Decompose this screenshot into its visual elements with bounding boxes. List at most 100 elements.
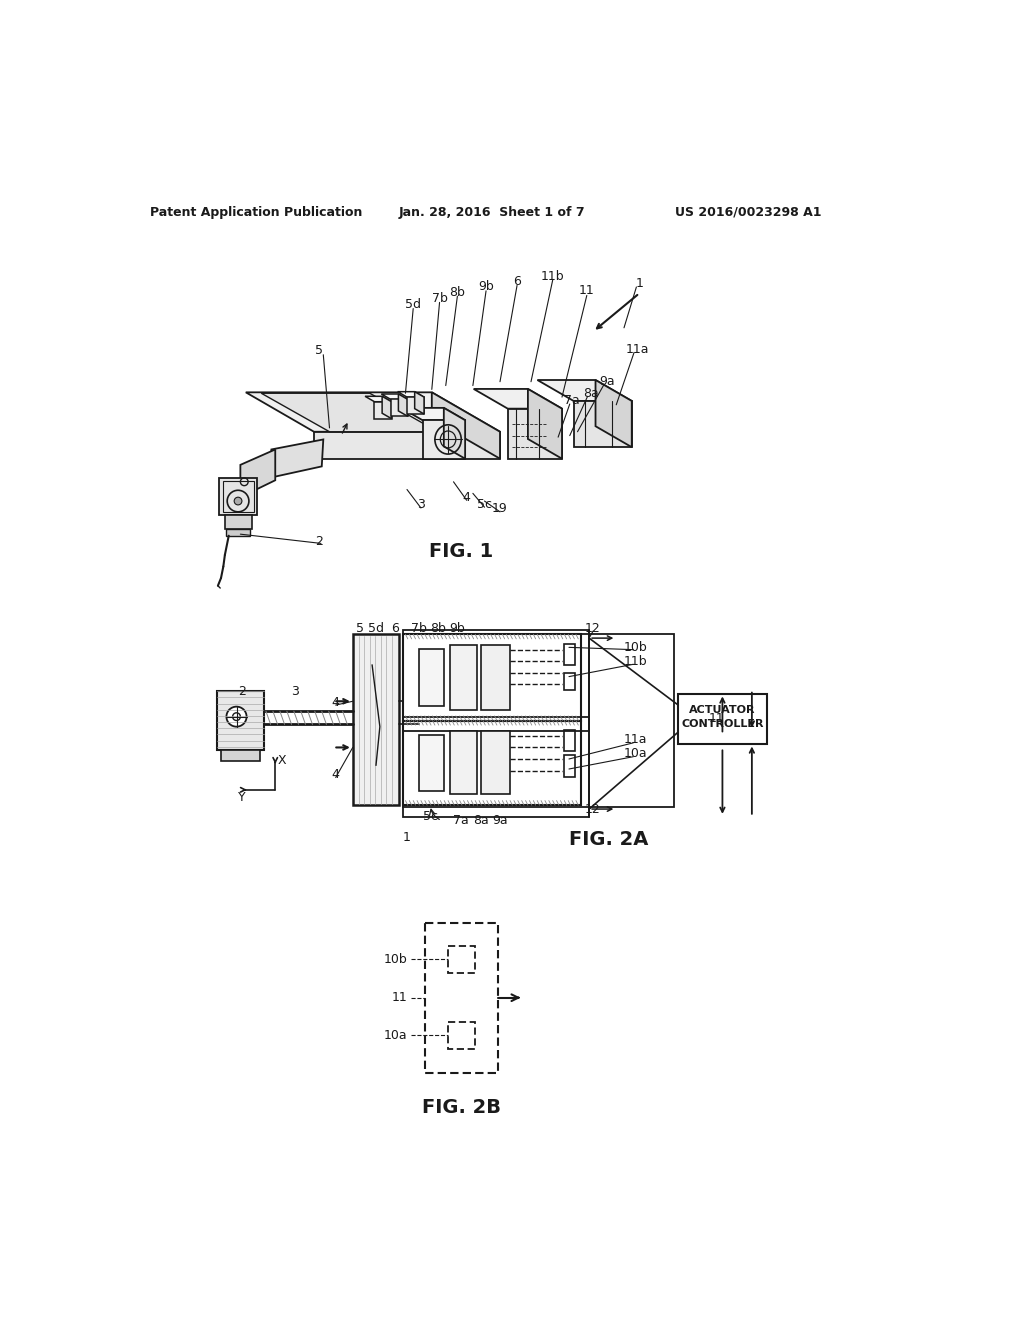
- Polygon shape: [375, 401, 391, 418]
- Text: 2: 2: [314, 535, 323, 548]
- Text: 1: 1: [636, 277, 643, 290]
- Text: 4: 4: [332, 696, 340, 709]
- Text: 4: 4: [463, 491, 471, 504]
- Text: 8a: 8a: [583, 387, 599, 400]
- Bar: [678, 693, 767, 743]
- Text: Y: Y: [239, 791, 246, 804]
- Text: 7b: 7b: [411, 622, 427, 635]
- Text: 8a: 8a: [473, 814, 488, 828]
- Text: 8b: 8b: [450, 286, 465, 298]
- Text: 5d: 5d: [368, 622, 384, 635]
- Bar: [403, 635, 675, 807]
- Bar: [449, 1022, 475, 1049]
- Text: 5: 5: [314, 345, 323, 358]
- Text: 6: 6: [391, 622, 399, 635]
- Text: 2: 2: [238, 685, 246, 698]
- Text: 10b: 10b: [384, 953, 408, 966]
- Text: 7a: 7a: [564, 395, 580, 408]
- Text: ACTUATOR: ACTUATOR: [689, 705, 756, 715]
- Bar: [226, 529, 251, 536]
- Text: 10a: 10a: [624, 747, 647, 760]
- Text: 11: 11: [579, 284, 595, 297]
- Polygon shape: [397, 392, 424, 397]
- Text: 7b: 7b: [431, 292, 447, 305]
- Text: 10b: 10b: [624, 640, 647, 653]
- Bar: [480, 731, 510, 795]
- Polygon shape: [398, 393, 408, 416]
- Polygon shape: [407, 397, 424, 414]
- Circle shape: [226, 706, 247, 726]
- Polygon shape: [415, 392, 424, 414]
- Bar: [450, 731, 477, 795]
- Bar: [420, 735, 444, 791]
- Text: 10a: 10a: [384, 1028, 408, 1041]
- Polygon shape: [391, 400, 408, 416]
- Bar: [403, 635, 582, 721]
- Bar: [420, 649, 444, 706]
- Polygon shape: [269, 440, 324, 478]
- Bar: [425, 923, 499, 1073]
- Polygon shape: [381, 393, 408, 400]
- Text: 5d: 5d: [406, 298, 421, 312]
- Text: 9b: 9b: [450, 622, 465, 635]
- Bar: [221, 750, 260, 760]
- Bar: [217, 692, 263, 750]
- Text: 11: 11: [710, 713, 725, 726]
- Text: 12: 12: [585, 803, 601, 816]
- Polygon shape: [432, 392, 500, 459]
- Text: 7a: 7a: [454, 814, 469, 828]
- Text: 9a: 9a: [599, 375, 614, 388]
- Polygon shape: [443, 408, 465, 459]
- Bar: [222, 480, 254, 512]
- Text: 5c: 5c: [423, 810, 437, 824]
- Text: 11b: 11b: [624, 655, 647, 668]
- Text: US 2016/0023298 A1: US 2016/0023298 A1: [675, 206, 821, 219]
- Bar: [563, 755, 575, 776]
- Polygon shape: [314, 432, 500, 459]
- Text: 11a: 11a: [624, 733, 647, 746]
- Text: 12: 12: [585, 622, 601, 635]
- Polygon shape: [573, 401, 632, 447]
- Text: 4: 4: [332, 768, 340, 781]
- Text: 19: 19: [493, 502, 508, 515]
- Text: 3: 3: [417, 499, 425, 511]
- Bar: [480, 645, 510, 710]
- Polygon shape: [596, 380, 632, 447]
- Text: 8b: 8b: [430, 622, 445, 635]
- Bar: [563, 730, 575, 751]
- Text: 6: 6: [513, 275, 521, 288]
- Bar: [225, 515, 252, 529]
- Bar: [219, 478, 257, 515]
- Text: 5c: 5c: [477, 498, 492, 511]
- Polygon shape: [246, 392, 500, 432]
- Text: 1: 1: [403, 832, 411, 843]
- Bar: [449, 946, 475, 973]
- Polygon shape: [474, 389, 562, 409]
- Polygon shape: [261, 393, 438, 432]
- Text: 9a: 9a: [493, 814, 508, 828]
- Polygon shape: [382, 396, 391, 418]
- Bar: [563, 673, 575, 689]
- Text: Jan. 28, 2016  Sheet 1 of 7: Jan. 28, 2016 Sheet 1 of 7: [399, 206, 586, 219]
- Polygon shape: [538, 380, 632, 401]
- Polygon shape: [508, 409, 562, 459]
- Text: 5: 5: [355, 622, 364, 635]
- Text: FIG. 2A: FIG. 2A: [568, 830, 648, 849]
- Polygon shape: [401, 408, 465, 420]
- Text: 11: 11: [392, 991, 408, 1005]
- Polygon shape: [366, 396, 391, 401]
- Bar: [352, 635, 399, 805]
- Polygon shape: [423, 420, 465, 459]
- Text: X: X: [278, 754, 286, 767]
- Text: 9b: 9b: [478, 280, 494, 293]
- Text: Patent Application Publication: Patent Application Publication: [150, 206, 362, 219]
- Text: 11a: 11a: [626, 343, 649, 356]
- Bar: [403, 721, 582, 805]
- Bar: [403, 717, 589, 817]
- Polygon shape: [528, 389, 562, 459]
- Text: 3: 3: [291, 685, 299, 698]
- Text: FIG. 2B: FIG. 2B: [422, 1098, 501, 1117]
- Bar: [450, 645, 477, 710]
- Bar: [563, 644, 575, 665]
- Text: 11b: 11b: [541, 269, 564, 282]
